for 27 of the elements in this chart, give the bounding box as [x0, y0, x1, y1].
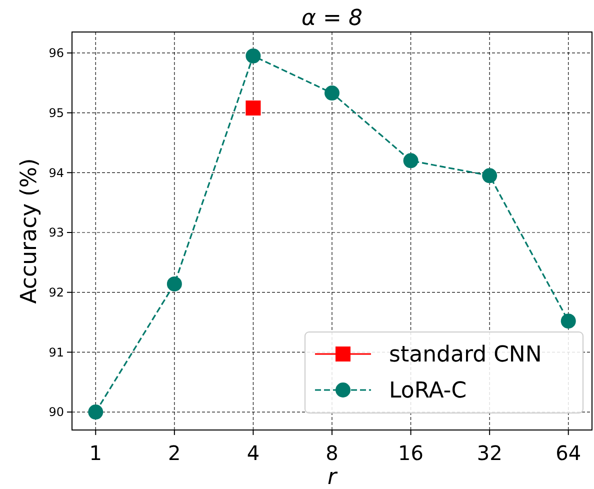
- point: [88, 404, 104, 420]
- y-tick-label: 95: [48, 106, 64, 120]
- x-tick-label: 8: [326, 441, 338, 465]
- y-tick-label: 92: [48, 286, 64, 300]
- y-tick-label: 94: [48, 166, 64, 180]
- point: [246, 100, 261, 116]
- y-tick-label: 96: [48, 46, 64, 60]
- legend-label: standard CNN: [389, 342, 542, 368]
- x-tick-label: 16: [398, 441, 424, 465]
- legend-label: LoRA-C: [389, 378, 467, 404]
- y-tick-label: 90: [48, 405, 64, 420]
- y-tick-label: 93: [48, 226, 64, 240]
- y-tick-label: 91: [48, 345, 64, 360]
- y-axis-title: Accuracy (%): [17, 158, 42, 304]
- point: [403, 153, 418, 168]
- x-tick-label: 32: [476, 441, 502, 465]
- point: [560, 314, 576, 329]
- x-tick-label: 2: [168, 441, 181, 465]
- x-tick-label: 1: [89, 441, 102, 465]
- chart-title: α = 8: [302, 6, 362, 31]
- x-tick-label: 4: [246, 441, 260, 465]
- x-tick-label: 64: [556, 441, 582, 465]
- point: [482, 168, 498, 184]
- x-axis-title: r: [327, 465, 338, 489]
- point: [324, 86, 340, 101]
- point: [166, 276, 182, 292]
- point: [246, 48, 261, 64]
